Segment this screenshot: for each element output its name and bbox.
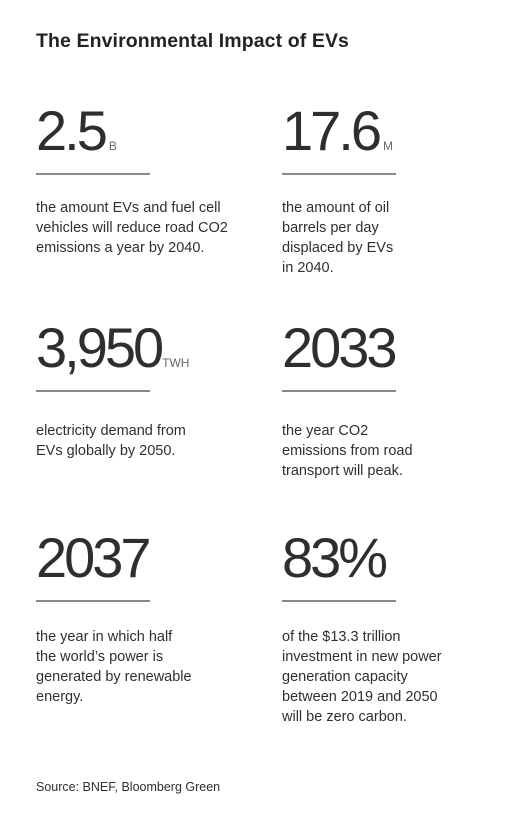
stat-value: 83% — [282, 526, 385, 589]
stat-value: 17.6 — [282, 99, 379, 162]
stat-value-group: 2033 — [282, 320, 395, 380]
page-title: The Environmental Impact of EVs — [36, 30, 349, 53]
divider-rule — [36, 390, 150, 392]
divider-rule — [282, 173, 396, 175]
stat-description: the amount of oil barrels per day displa… — [282, 198, 407, 278]
stat-unit: M — [383, 139, 393, 153]
stat-value-group: 2037 — [36, 530, 149, 590]
divider-rule — [282, 390, 396, 392]
stat-description: electricity demand from EVs globally by … — [36, 421, 211, 461]
stat-description: the amount EVs and fuel cell vehicles wi… — [36, 198, 236, 258]
stat-value: 3,950 — [36, 316, 161, 379]
stat-description: of the $13.3 trillion investment in new … — [282, 627, 452, 727]
source-note: Source: BNEF, Bloomberg Green — [36, 780, 220, 794]
stat-value-group: 2.5 B — [36, 103, 117, 163]
stat-value: 2.5 — [36, 99, 105, 162]
divider-rule — [282, 600, 396, 602]
stat-description: the year in which half the world’s power… — [36, 627, 196, 707]
stat-value-group: 3,950TWH — [36, 320, 189, 380]
divider-rule — [36, 600, 150, 602]
stat-value: 2033 — [282, 316, 395, 379]
stat-value-group: 83% — [282, 530, 385, 590]
stat-value-group: 17.6 M — [282, 103, 393, 163]
divider-rule — [36, 173, 150, 175]
stat-description: the year CO2 emissions from road transpo… — [282, 421, 432, 481]
stat-unit: B — [109, 139, 117, 153]
stat-value: 2037 — [36, 526, 149, 589]
stat-unit: TWH — [162, 356, 189, 370]
